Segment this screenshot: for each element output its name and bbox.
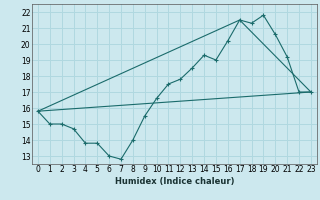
X-axis label: Humidex (Indice chaleur): Humidex (Indice chaleur) — [115, 177, 234, 186]
